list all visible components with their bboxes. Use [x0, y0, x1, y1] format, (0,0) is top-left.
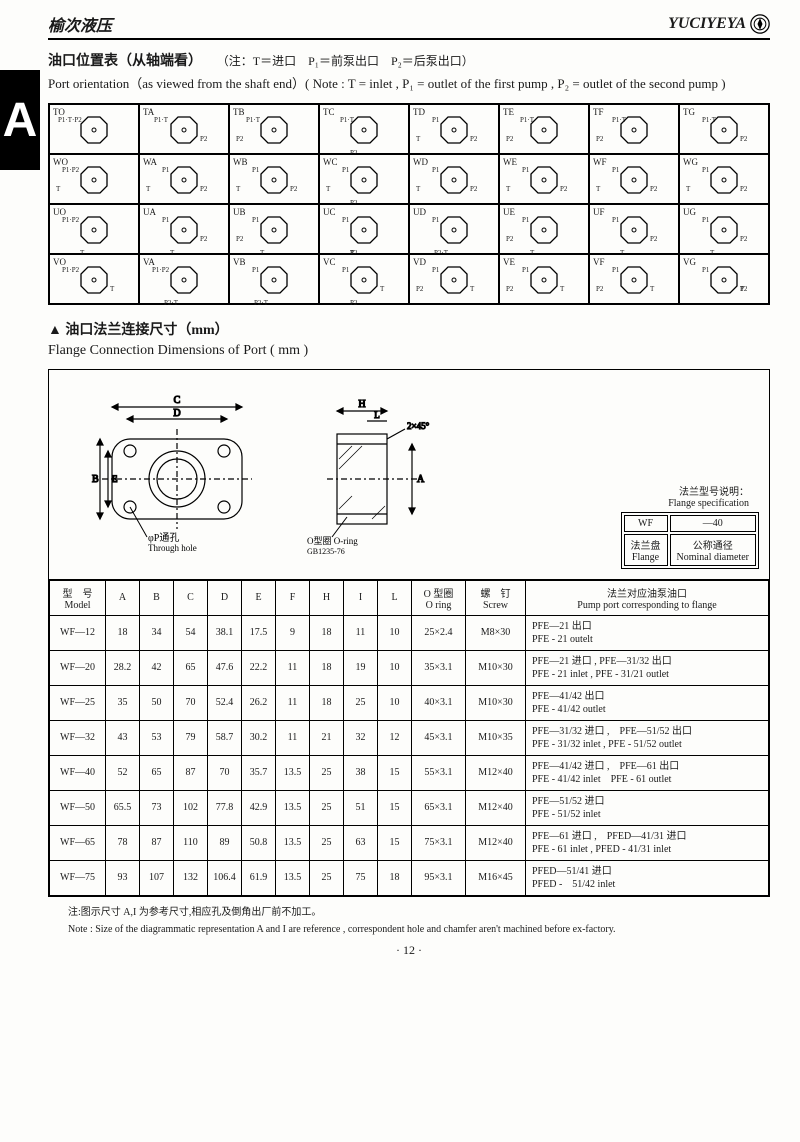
- page-number: · 12 ·: [48, 943, 770, 958]
- port-cell-TF: TFP1·TP2: [589, 104, 679, 154]
- flange-spec-mini-table: WF—40 法兰盘 Flange公称通径 Nominal diameter: [621, 512, 759, 569]
- port-orientation-grid: TOP1·T·P2TAP1·TP2TBP1·TP2TCP1·TP2TDP1TP2…: [48, 103, 770, 305]
- port-cell-UA: UAP1TP2: [139, 204, 229, 254]
- port-note-cn: （注：T＝进口 P₁＝前泵出口 P₂＝后泵出口）: [217, 54, 474, 68]
- table-row: WF—2028.2426547.622.21118191035×3.1M10×3…: [50, 650, 769, 685]
- page-header: 榆次液压 YUCIYEYA: [48, 12, 770, 40]
- port-cell-WD: WDP1TP2: [409, 154, 499, 204]
- port-cell-WF: WFP1TP2: [589, 154, 679, 204]
- port-cell-VE: VEP1TP2: [499, 254, 589, 304]
- port-cell-WE: WEP1TP2: [499, 154, 589, 204]
- port-cell-WG: WGP1TP2: [679, 154, 769, 204]
- port-cell-UD: UDP1P2·T: [409, 204, 499, 254]
- port-cell-VB: VBP1P2·T: [229, 254, 319, 304]
- port-cell-UG: UGP1TP2: [679, 204, 769, 254]
- port-cell-VF: VFP1TP2: [589, 254, 679, 304]
- port-cell-WC: WCP1TP2: [319, 154, 409, 204]
- port-cell-VC: VCP1TP2: [319, 254, 409, 304]
- section-badge-A: A: [0, 70, 40, 170]
- svg-text:2×45°: 2×45°: [407, 421, 430, 431]
- table-row: WF—5065.57310277.842.913.525511565×3.1M1…: [50, 790, 769, 825]
- port-cell-TA: TAP1·TP2: [139, 104, 229, 154]
- flange-diagram-row: C D B E φP通孔: [49, 370, 769, 580]
- brand-left: 榆次液压: [48, 12, 112, 36]
- svg-text:D: D: [173, 408, 180, 419]
- port-cell-UF: UFP1TP2: [589, 204, 679, 254]
- svg-text:H: H: [358, 399, 365, 410]
- port-title-en: Port orientation（as viewed from the shaf…: [48, 74, 770, 95]
- port-cell-WA: WAP1TP2: [139, 154, 229, 204]
- svg-text:O型圈 O-ring: O型圈 O-ring: [307, 536, 358, 546]
- spec-caption: 法兰型号说明： Flange specification: [668, 483, 749, 509]
- brand-right: YUCIYEYA: [668, 14, 770, 34]
- port-title-row: 油口位置表（从轴端看） （注：T＝进口 P₁＝前泵出口 P₂＝后泵出口）: [48, 50, 770, 70]
- footnote-cn: 注:图示尺寸 A,I 为参考尺寸,相应孔及倒角出厂前不加工。: [68, 903, 770, 918]
- svg-text:GB1235-76: GB1235-76: [307, 547, 345, 556]
- svg-text:E: E: [112, 474, 118, 484]
- port-cell-TG: TGP1·TP2: [679, 104, 769, 154]
- brand-logo-icon: [750, 14, 770, 34]
- port-cell-TO: TOP1·T·P2: [49, 104, 139, 154]
- port-cell-UE: UEP1TP2: [499, 204, 589, 254]
- flange-front-diagram: C D B E φP通孔: [57, 389, 287, 559]
- port-cell-WO: WOP1·P2T: [49, 154, 139, 204]
- flange-side-diagram: H L 2×45° A O型圈 O: [287, 389, 467, 559]
- port-cell-VG: VGP1TP2: [679, 254, 769, 304]
- svg-text:B: B: [92, 474, 99, 485]
- table-row: WF—3243537958.730.21121321245×3.1M10×35P…: [50, 720, 769, 755]
- footnote-en: Note : Size of the diagrammatic represen…: [68, 924, 770, 935]
- table-row: WF—2535507052.426.21118251040×3.1M10×30P…: [50, 685, 769, 720]
- svg-text:L: L: [374, 410, 380, 420]
- flange-box: C D B E φP通孔: [48, 369, 770, 897]
- svg-text:Through hole: Through hole: [148, 543, 197, 553]
- port-cell-UC: UCP1TP2: [319, 204, 409, 254]
- table-row: WF—6578871108950.813.525631575×3.1M12×40…: [50, 825, 769, 860]
- port-title-cn: 油口位置表（从轴端看）: [48, 54, 202, 69]
- port-cell-TE: TEP1·TP2: [499, 104, 589, 154]
- svg-text:C: C: [174, 395, 181, 406]
- flange-dimension-table: 型 号 Model A B C D E F H I L O 型圈 O ring …: [49, 580, 769, 896]
- port-cell-VA: VAP1·P2P2·T: [139, 254, 229, 304]
- port-cell-TD: TDP1TP2: [409, 104, 499, 154]
- table-row: WF—7593107132106.461.913.525751895×3.1M1…: [50, 860, 769, 895]
- port-cell-UB: UBP1TP2: [229, 204, 319, 254]
- table-row: WF—1218345438.117.5918111025×2.4M8×30PFE…: [50, 615, 769, 650]
- dim-header-row: 型 号 Model A B C D E F H I L O 型圈 O ring …: [50, 580, 769, 615]
- port-cell-UO: UOP1·P2T: [49, 204, 139, 254]
- port-cell-TC: TCP1·TP2: [319, 104, 409, 154]
- port-cell-TB: TBP1·TP2: [229, 104, 319, 154]
- flange-title-en: Flange Connection Dimensions of Port ( m…: [48, 343, 770, 359]
- port-cell-VO: VOP1·P2T: [49, 254, 139, 304]
- flange-title-cn: ▲ 油口法兰连接尺寸（mm）: [48, 319, 770, 339]
- port-cell-VD: VDP1TP2: [409, 254, 499, 304]
- table-row: WF—405265877035.713.525381555×3.1M12×40P…: [50, 755, 769, 790]
- port-cell-WB: WBP1TP2: [229, 154, 319, 204]
